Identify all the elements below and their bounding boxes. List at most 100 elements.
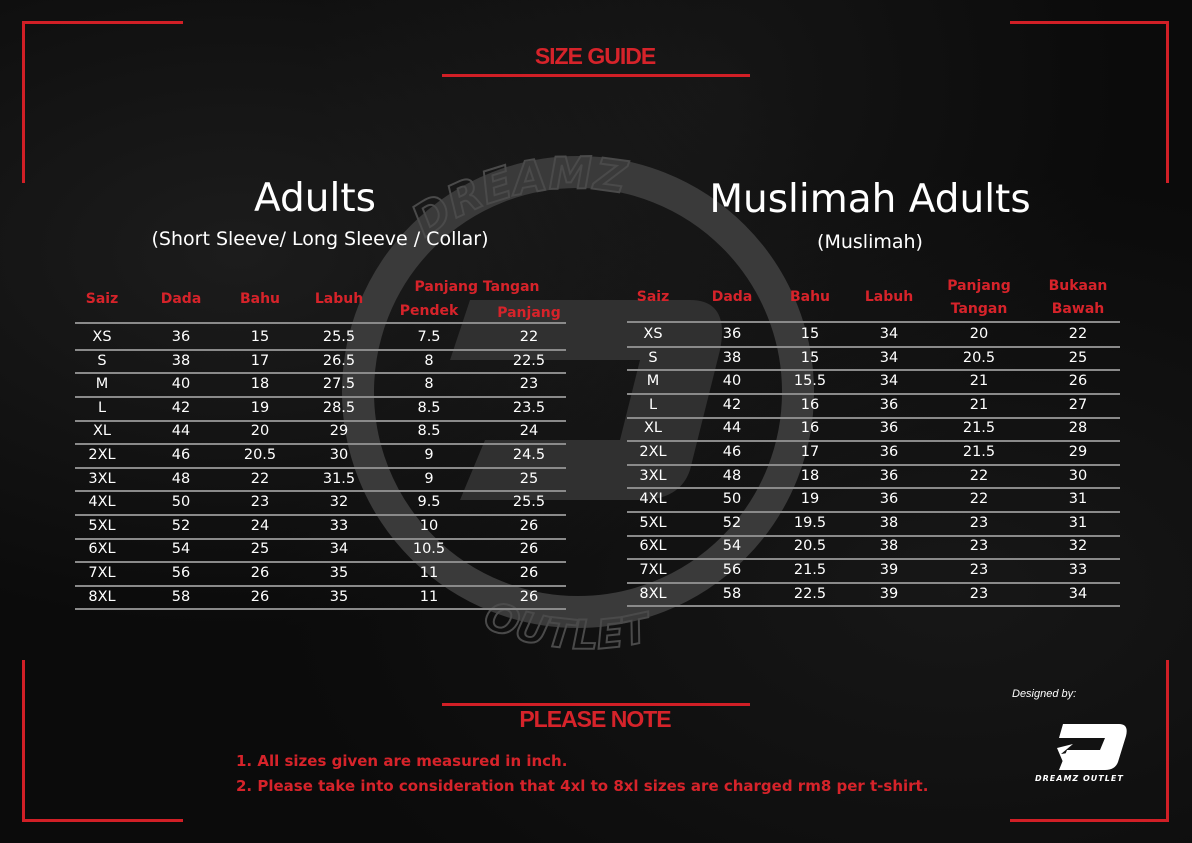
adults-cell: 8 <box>424 376 434 393</box>
adults-row-rule <box>75 514 566 516</box>
adults-cell: 36 <box>171 329 191 345</box>
muslimah-cell: 18 <box>800 467 820 484</box>
muslimah-cell: 15 <box>800 349 820 366</box>
muslimah-cell: XL <box>643 420 663 437</box>
muslimah-cell: 38 <box>879 514 899 531</box>
adults-row-rule <box>75 584 566 587</box>
adults-cell: 18 <box>250 376 270 393</box>
muslimah-row-rule <box>627 581 1120 584</box>
adults-cell: 35 <box>329 588 349 605</box>
muslimah-row-rule <box>627 369 1120 372</box>
notes-title: PLEASE NOTE <box>519 706 671 732</box>
note-overline <box>442 703 750 706</box>
muslimah-cell: 23 <box>969 562 989 578</box>
adults-cell: XL <box>92 423 112 440</box>
muslimah-cell: 36 <box>722 326 742 342</box>
muslimah-row-rule <box>627 345 1120 348</box>
adults-cell: 50 <box>171 494 191 511</box>
muslimah-cell: 36 <box>879 396 899 413</box>
muslimah-cell: 21.5 <box>962 420 996 437</box>
muslimah-cell: 15 <box>800 326 820 342</box>
muslimah-cell: 54 <box>722 538 742 555</box>
adults-cell: 26 <box>519 517 539 534</box>
muslimah-cell: 27 <box>1068 396 1088 413</box>
adults-cell: 4XL <box>88 494 116 511</box>
muslimah-cell: 19 <box>800 491 820 508</box>
muslimah-cell: 33 <box>1068 562 1088 578</box>
muslimah-cell: 22 <box>969 467 989 484</box>
adults-cell: 8.5 <box>417 399 441 416</box>
adults-cell: 5XL <box>88 517 116 534</box>
muslimah-cell: 23 <box>969 538 989 555</box>
adults-cell: 20.5 <box>243 447 277 463</box>
adults-cell: 9 <box>424 447 434 463</box>
note-item: 1. All sizes given are measured in inch. <box>236 752 568 770</box>
muslimah-cell: 32 <box>1068 538 1088 555</box>
adults-header-0: Saiz <box>85 291 119 307</box>
adults-cell: 22 <box>250 470 270 487</box>
muslimah-cell: 21.5 <box>793 562 827 578</box>
muslimah-cell: M <box>646 373 660 390</box>
muslimah-cell: 34 <box>879 373 899 390</box>
note-item: 2. Please take into consideration that 4… <box>236 777 929 795</box>
muslimah-cell: 38 <box>879 538 899 555</box>
adults-cell: 22.5 <box>512 352 546 369</box>
adults-cell: 29 <box>329 423 349 440</box>
muslimah-cell: 15.5 <box>793 373 827 390</box>
adults-row-rule <box>75 537 566 540</box>
adults-cell: 35 <box>329 565 349 581</box>
muslimah-cell: 16 <box>800 420 820 437</box>
adults-row-rule <box>75 466 566 469</box>
adults-cell: 6XL <box>88 541 116 558</box>
muslimah-row-rule <box>627 463 1120 466</box>
adults-row-rule <box>75 490 566 493</box>
adults-cell: 7XL <box>88 565 116 581</box>
muslimah-cell: 39 <box>879 562 899 578</box>
adults-cell: 8 <box>424 352 434 369</box>
muslimah-cell: 22.5 <box>793 585 827 602</box>
muslimah-cell: 44 <box>722 420 742 437</box>
muslimah-cell: 6XL <box>639 538 667 555</box>
adults-cell: 42 <box>171 399 191 416</box>
muslimah-subtitle: (Muslimah) <box>817 231 923 253</box>
adults-cell: 22 <box>519 329 539 345</box>
muslimah-cell: 58 <box>722 585 742 602</box>
adults-cell: 30 <box>329 447 349 463</box>
muslimah-row-rule <box>627 393 1120 395</box>
adults-cell: 38 <box>171 352 191 369</box>
muslimah-cell: L <box>648 396 658 413</box>
muslimah-cell: 40 <box>722 373 742 390</box>
muslimah-cell: 30 <box>1068 467 1088 484</box>
muslimah-cell: 20.5 <box>962 349 996 366</box>
muslimah-cell: 29 <box>1068 444 1088 460</box>
muslimah-row-rule <box>627 558 1120 561</box>
adults-cell: XS <box>92 329 112 345</box>
muslimah-cell: 21 <box>969 396 989 413</box>
adults-cell: 9.5 <box>417 494 441 511</box>
adults-header-rule <box>75 322 566 324</box>
adults-cell: 26 <box>519 588 539 605</box>
muslimah-cell: 46 <box>722 444 742 460</box>
muslimah-row-rule <box>627 487 1120 490</box>
adults-cell: L <box>97 399 107 416</box>
muslimah-header-5: Bukaan Bawah <box>1048 278 1108 317</box>
muslimah-cell: 34 <box>879 326 899 342</box>
muslimah-row-rule <box>627 440 1120 443</box>
muslimah-cell: 34 <box>879 349 899 366</box>
adults-cell: 44 <box>171 423 191 440</box>
adults-cell: 11 <box>419 588 439 605</box>
adults-cell: 2XL <box>88 447 116 463</box>
muslimah-cell: 36 <box>879 491 899 508</box>
muslimah-cell: 23 <box>969 585 989 602</box>
muslimah-row-rule <box>627 511 1120 513</box>
muslimah-cell: 16 <box>800 396 820 413</box>
adults-cell: 25 <box>250 541 270 558</box>
muslimah-row-rule <box>627 605 1120 608</box>
adults-cell: 27.5 <box>322 376 356 393</box>
adults-cell: 17 <box>250 352 270 369</box>
adults-cell: 32 <box>329 494 349 511</box>
adults-row-rule <box>75 443 566 446</box>
adults-header-2: Bahu <box>239 291 281 307</box>
